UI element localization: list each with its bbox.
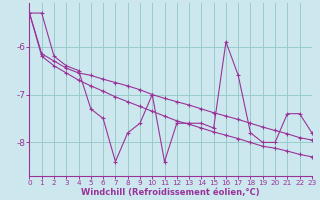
X-axis label: Windchill (Refroidissement éolien,°C): Windchill (Refroidissement éolien,°C) bbox=[81, 188, 260, 197]
